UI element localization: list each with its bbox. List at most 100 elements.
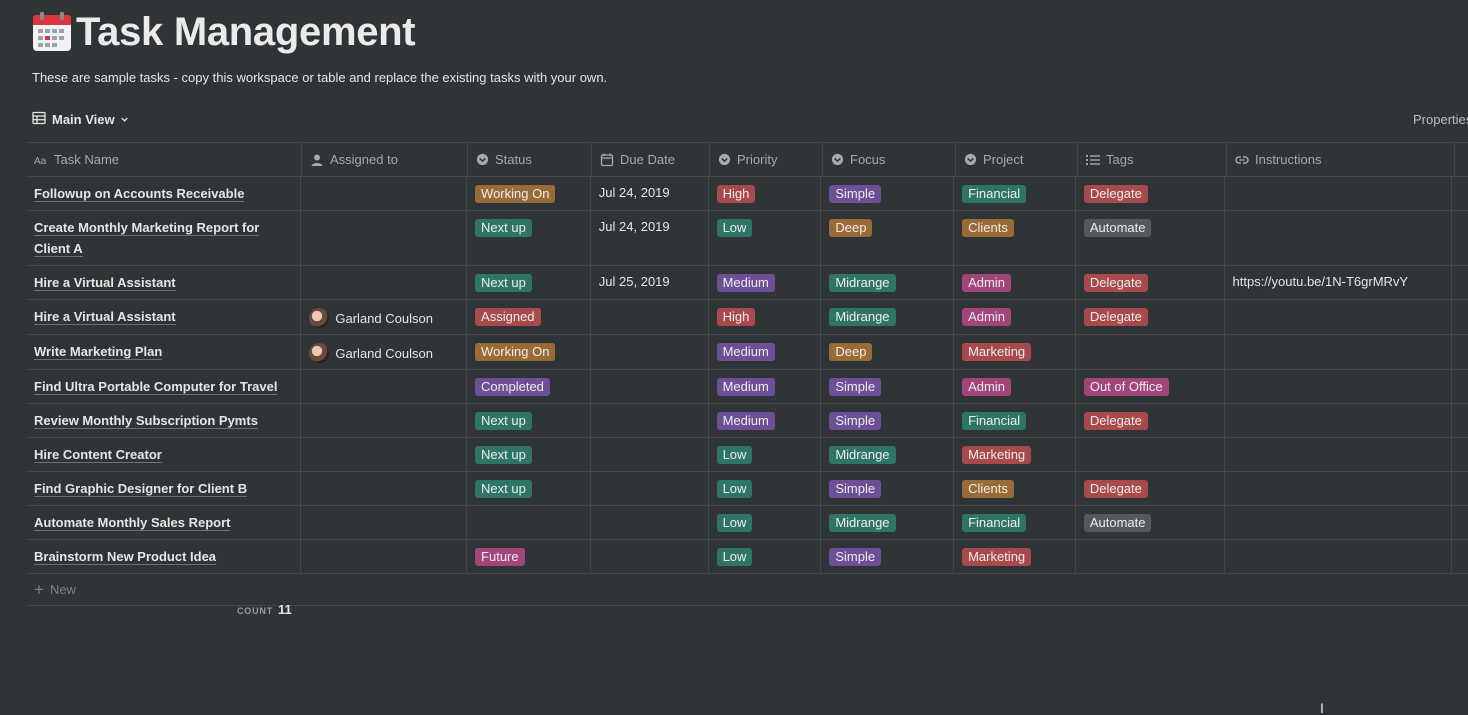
- priority-cell[interactable]: Medium: [709, 370, 822, 403]
- task-name[interactable]: Automate Monthly Sales Report: [34, 515, 231, 531]
- page-title[interactable]: Task Management: [76, 10, 416, 54]
- status-cell[interactable]: Next up: [467, 472, 591, 505]
- task-name[interactable]: Find Graphic Designer for Client B: [34, 481, 248, 497]
- column-header-focus[interactable]: Focus: [823, 143, 956, 176]
- column-header-tags[interactable]: Tags: [1078, 143, 1227, 176]
- focus-cell[interactable]: Simple: [821, 177, 955, 210]
- focus-cell[interactable]: Simple: [821, 404, 955, 437]
- priority-cell[interactable]: Low: [709, 211, 822, 265]
- task-name[interactable]: Review Monthly Subscription Pymts: [34, 413, 258, 429]
- instructions-cell[interactable]: [1225, 472, 1453, 505]
- due-date-cell[interactable]: [591, 300, 709, 334]
- table-row[interactable]: Hire a Virtual Assistant Garland Coulson A…: [26, 300, 1468, 335]
- focus-cell[interactable]: Deep: [821, 335, 955, 369]
- assigned-cell[interactable]: [301, 177, 468, 210]
- focus-cell[interactable]: Simple: [821, 540, 955, 573]
- due-date-cell[interactable]: Jul 24, 2019: [591, 177, 709, 210]
- table-row[interactable]: Find Ultra Portable Computer for Travel C…: [26, 370, 1468, 404]
- project-cell[interactable]: Clients: [954, 211, 1076, 265]
- task-name-cell[interactable]: Find Ultra Portable Computer for Travel: [26, 370, 302, 403]
- instructions-cell[interactable]: [1225, 540, 1453, 573]
- task-name[interactable]: Find Ultra Portable Computer for Travel: [34, 379, 278, 395]
- table-row[interactable]: Hire Content Creator Next up Low Midrange Ma…: [26, 438, 1468, 472]
- table-row[interactable]: Automate Monthly Sales Report Low Midrange…: [26, 506, 1468, 540]
- status-cell[interactable]: [467, 506, 591, 539]
- priority-cell[interactable]: Low: [709, 540, 822, 573]
- status-cell[interactable]: Next up: [467, 404, 591, 437]
- task-name[interactable]: Brainstorm New Product Idea: [34, 549, 217, 565]
- instructions-cell[interactable]: [1225, 370, 1453, 403]
- priority-cell[interactable]: Low: [709, 438, 822, 471]
- status-cell[interactable]: Completed: [467, 370, 591, 403]
- tags-cell[interactable]: [1076, 438, 1225, 471]
- instructions-cell[interactable]: [1225, 404, 1453, 437]
- due-date-cell[interactable]: [591, 540, 709, 573]
- priority-cell[interactable]: High: [709, 177, 822, 210]
- table-row[interactable]: Find Graphic Designer for Client B Next u…: [26, 472, 1468, 506]
- instructions-cell[interactable]: [1225, 335, 1453, 369]
- focus-cell[interactable]: Midrange: [821, 300, 955, 334]
- project-cell[interactable]: Admin: [954, 370, 1076, 403]
- tags-cell[interactable]: Automate: [1076, 506, 1225, 539]
- table-row[interactable]: Followup on Accounts Receivable Working O…: [26, 177, 1468, 211]
- instructions-cell[interactable]: [1225, 438, 1453, 471]
- table-row[interactable]: Write Marketing Plan Garland Coulson Worki…: [26, 335, 1468, 370]
- task-name-cell[interactable]: Review Monthly Subscription Pymts: [26, 404, 302, 437]
- due-date-cell[interactable]: [591, 472, 709, 505]
- focus-cell[interactable]: Simple: [821, 472, 955, 505]
- properties-button[interactable]: Properties: [1413, 112, 1468, 127]
- task-name[interactable]: Write Marketing Plan: [34, 344, 163, 360]
- assigned-cell[interactable]: Garland Coulson: [301, 300, 468, 334]
- task-name[interactable]: Hire a Virtual Assistant: [34, 275, 176, 291]
- column-header-assigned-to[interactable]: Assigned to: [302, 143, 468, 176]
- status-cell[interactable]: Next up: [467, 266, 591, 299]
- project-cell[interactable]: Marketing: [954, 540, 1076, 573]
- priority-cell[interactable]: High: [709, 300, 822, 334]
- task-name-cell[interactable]: Followup on Accounts Receivable: [26, 177, 302, 210]
- tags-cell[interactable]: [1076, 540, 1225, 573]
- task-name-cell[interactable]: Hire a Virtual Assistant: [26, 300, 302, 334]
- task-name-cell[interactable]: Create Monthly Marketing Report for Clie…: [26, 211, 302, 265]
- column-header-due-date[interactable]: Due Date: [592, 143, 710, 176]
- table-row[interactable]: Brainstorm New Product Idea Future Low Simp…: [26, 540, 1468, 574]
- project-cell[interactable]: Financial: [954, 177, 1076, 210]
- tags-cell[interactable]: Delegate: [1076, 300, 1225, 334]
- project-cell[interactable]: Financial: [954, 506, 1076, 539]
- status-cell[interactable]: Working On: [467, 335, 591, 369]
- task-name-cell[interactable]: Find Graphic Designer for Client B: [26, 472, 302, 505]
- instructions-cell[interactable]: [1225, 300, 1453, 334]
- column-header-priority[interactable]: Priority: [710, 143, 823, 176]
- task-name-cell[interactable]: Automate Monthly Sales Report: [26, 506, 302, 539]
- task-name[interactable]: Followup on Accounts Receivable: [34, 186, 245, 202]
- table-row[interactable]: Hire a Virtual Assistant Next up Jul 25, 2…: [26, 266, 1468, 300]
- assigned-cell[interactable]: [301, 506, 468, 539]
- priority-cell[interactable]: Medium: [709, 266, 822, 299]
- priority-cell[interactable]: Low: [709, 472, 822, 505]
- due-date-cell[interactable]: [591, 438, 709, 471]
- priority-cell[interactable]: Medium: [709, 404, 822, 437]
- add-column-button[interactable]: [1455, 143, 1468, 176]
- status-cell[interactable]: Future: [467, 540, 591, 573]
- priority-cell[interactable]: Low: [709, 506, 822, 539]
- task-name[interactable]: Hire a Virtual Assistant: [34, 309, 176, 325]
- tags-cell[interactable]: Delegate: [1076, 266, 1225, 299]
- task-name-cell[interactable]: Write Marketing Plan: [26, 335, 302, 369]
- status-cell[interactable]: Next up: [467, 438, 591, 471]
- assigned-cell[interactable]: Garland Coulson: [301, 335, 468, 369]
- tags-cell[interactable]: Delegate: [1076, 177, 1225, 210]
- status-cell[interactable]: Next up: [467, 211, 591, 265]
- due-date-cell[interactable]: [591, 506, 709, 539]
- task-name[interactable]: Hire Content Creator: [34, 447, 162, 463]
- assigned-cell[interactable]: [301, 211, 468, 265]
- project-cell[interactable]: Marketing: [954, 335, 1076, 369]
- tags-cell[interactable]: [1076, 335, 1225, 369]
- table-row[interactable]: Create Monthly Marketing Report for Clie…: [26, 211, 1468, 266]
- task-name[interactable]: Create Monthly Marketing Report for Clie…: [34, 220, 260, 257]
- assigned-cell[interactable]: [301, 370, 468, 403]
- project-cell[interactable]: Clients: [954, 472, 1076, 505]
- focus-cell[interactable]: Midrange: [821, 506, 955, 539]
- task-name-cell[interactable]: Hire a Virtual Assistant: [26, 266, 302, 299]
- due-date-cell[interactable]: [591, 335, 709, 369]
- assigned-cell[interactable]: [301, 472, 468, 505]
- project-cell[interactable]: Admin: [954, 266, 1076, 299]
